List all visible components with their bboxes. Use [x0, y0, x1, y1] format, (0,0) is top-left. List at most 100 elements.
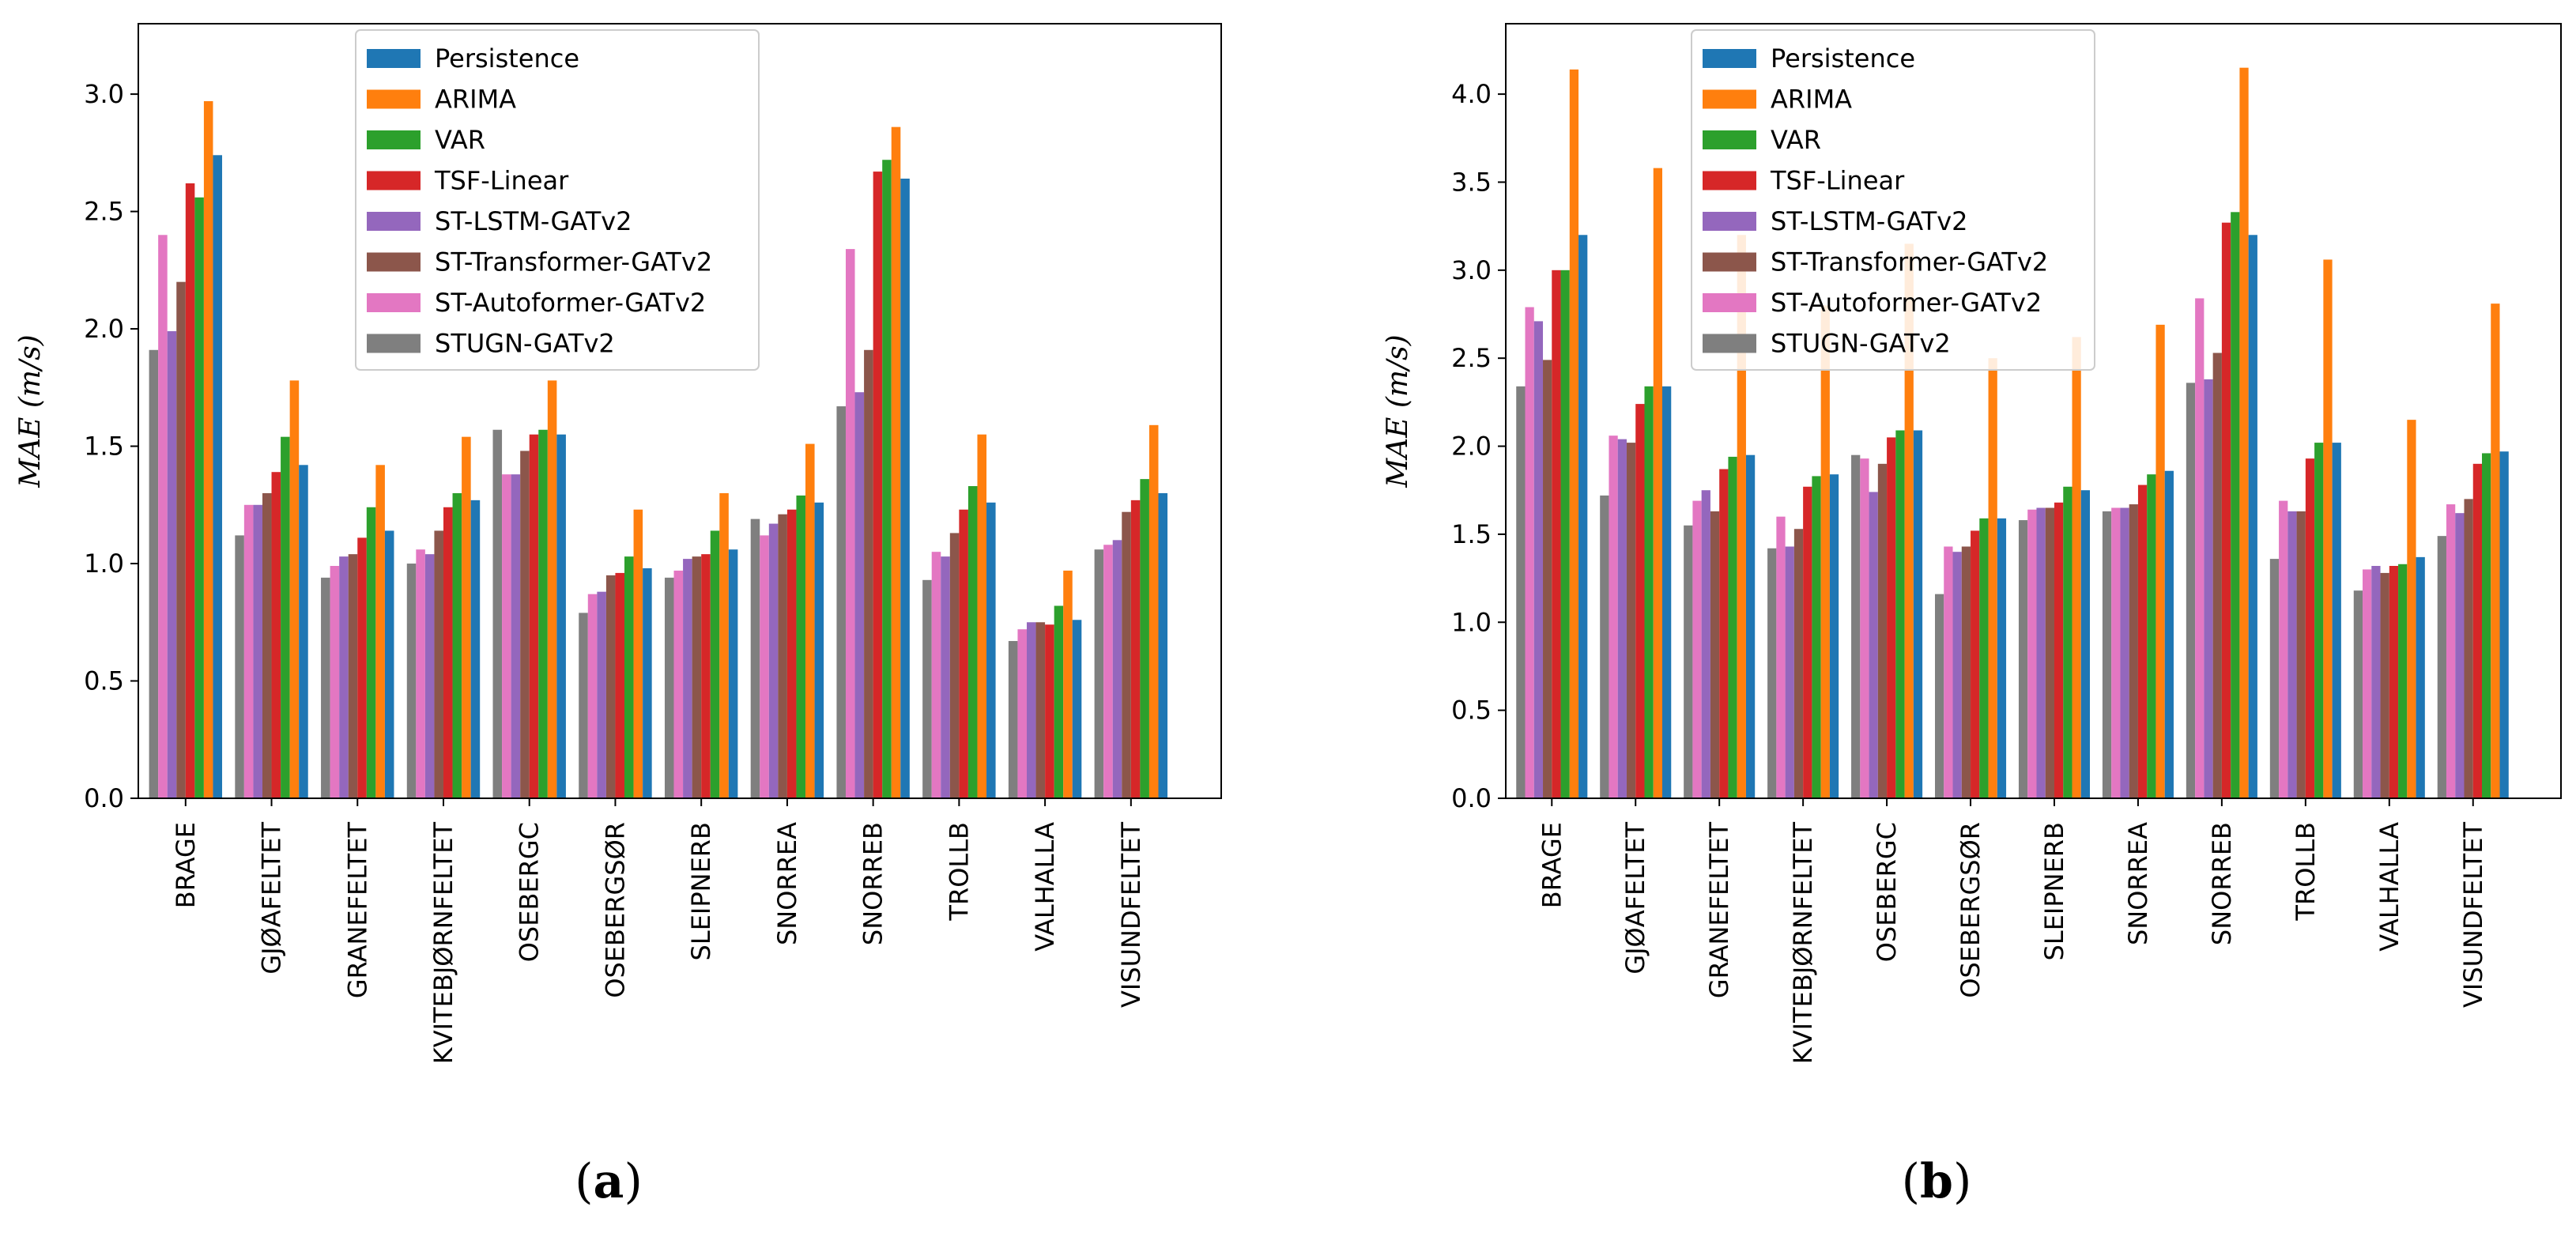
bar-persistence-3 — [470, 500, 481, 798]
y-tick-label: 2.0 — [84, 314, 124, 344]
bar-st-autoformer-gatv2-1 — [1609, 436, 1618, 798]
bar-persistence-7 — [2164, 470, 2174, 798]
y-axis-label: MAE (m/s) — [1382, 334, 1414, 488]
bar-arima-3 — [462, 436, 471, 798]
bar-st-transformer-gatv2-2 — [348, 554, 358, 798]
legend-box — [1691, 29, 2095, 371]
y-tick-label: 2.0 — [1451, 432, 1492, 462]
bar-st-lstm-gatv2-10 — [2371, 566, 2381, 798]
bar-stugn-gatv2-9 — [2269, 559, 2280, 798]
bar-stugn-gatv2-7 — [2102, 511, 2112, 798]
bar-st-lstm-gatv2-8 — [854, 392, 865, 798]
bar-stugn-gatv2-1 — [235, 535, 244, 798]
bar-tsf-linear-10 — [1045, 624, 1054, 798]
bar-var-6 — [2063, 486, 2072, 798]
bar-st-transformer-gatv2-6 — [2045, 507, 2054, 798]
bar-tsf-linear-7 — [786, 509, 797, 798]
bar-st-lstm-gatv2-11 — [2455, 513, 2465, 798]
bar-tsf-linear-10 — [2389, 566, 2399, 798]
bar-stugn-gatv2-0 — [1516, 386, 1526, 798]
bar-arima-2 — [375, 465, 385, 798]
bar-stugn-gatv2-5 — [579, 613, 588, 798]
bar-var-10 — [1054, 605, 1064, 798]
bar-st-transformer-gatv2-0 — [176, 281, 186, 798]
y-axis-label: MAE (m/s) — [14, 334, 47, 488]
bar-stugn-gatv2-1 — [1600, 495, 1609, 798]
bar-st-transformer-gatv2-8 — [2212, 353, 2222, 798]
bar-arima-2 — [1737, 235, 1746, 798]
panel-caption: (a) — [575, 1154, 643, 1209]
bar-arima-1 — [289, 380, 300, 798]
bar-var-8 — [2231, 212, 2240, 798]
bar-st-autoformer-gatv2-3 — [1776, 516, 1786, 798]
bar-persistence-5 — [643, 567, 652, 798]
bar-tsf-linear-9 — [2305, 458, 2315, 798]
legend-entry: ST-Transformer-GATv2 — [1771, 247, 2048, 277]
x-tick-label: VISUNDFELTET — [2458, 822, 2488, 1008]
y-tick-label: 3.5 — [1451, 167, 1492, 197]
legend-swatch — [367, 49, 421, 68]
bar-var-7 — [2147, 474, 2156, 798]
bar-stugn-gatv2-3 — [1767, 548, 1777, 798]
bar-persistence-7 — [814, 502, 824, 798]
bar-var-9 — [2314, 443, 2324, 798]
bar-st-transformer-gatv2-11 — [2464, 499, 2473, 798]
legend-swatch — [367, 171, 421, 190]
bar-stugn-gatv2-8 — [836, 406, 846, 798]
bar-st-autoformer-gatv2-4 — [502, 474, 511, 798]
bar-st-autoformer-gatv2-9 — [2279, 500, 2288, 798]
legend-entry: ST-Autoformer-GATv2 — [1771, 288, 2042, 318]
bar-persistence-5 — [1997, 518, 2007, 798]
bar-st-transformer-gatv2-10 — [2380, 572, 2389, 798]
bar-st-transformer-gatv2-3 — [434, 530, 443, 798]
y-tick-label: 2.5 — [1451, 343, 1492, 373]
bar-st-lstm-gatv2-2 — [339, 556, 349, 798]
bar-arima-7 — [2155, 324, 2165, 798]
bar-arima-7 — [805, 443, 815, 798]
bar-tsf-linear-4 — [1887, 437, 1896, 798]
legend-swatch — [1703, 212, 1756, 231]
legend-entry: Persistence — [435, 43, 579, 74]
bar-arima-6 — [2072, 337, 2081, 798]
bar-arima-3 — [1820, 305, 1830, 798]
bar-arima-8 — [2239, 67, 2249, 799]
bar-tsf-linear-9 — [959, 509, 968, 798]
legend-entry: ST-Autoformer-GATv2 — [435, 288, 706, 318]
bar-stugn-gatv2-9 — [922, 579, 932, 798]
bar-var-1 — [1644, 386, 1654, 798]
bar-tsf-linear-11 — [1130, 500, 1141, 798]
bar-stugn-gatv2-8 — [2186, 383, 2196, 798]
bar-arima-5 — [1988, 358, 1997, 798]
bar-arima-10 — [1063, 570, 1073, 798]
bar-st-transformer-gatv2-10 — [1035, 622, 1046, 798]
legend-entry: STUGN-GATv2 — [435, 329, 615, 359]
x-tick-label: SNORREA — [2123, 822, 2153, 945]
bar-tsf-linear-4 — [529, 434, 539, 798]
legend-entry: VAR — [435, 125, 485, 155]
legend-swatch — [1703, 293, 1756, 312]
x-tick-label: VISUNDFELTET — [1116, 822, 1146, 1008]
bar-st-lstm-gatv2-3 — [1785, 546, 1794, 798]
y-tick-label: 0.5 — [1451, 696, 1492, 726]
bar-var-9 — [967, 486, 978, 798]
bar-st-lstm-gatv2-6 — [2036, 507, 2046, 798]
x-tick-label: GRANEFELTET — [1704, 822, 1734, 999]
bar-st-lstm-gatv2-2 — [1701, 490, 1710, 798]
bar-st-lstm-gatv2-0 — [1533, 321, 1544, 798]
bar-stugn-gatv2-7 — [750, 518, 760, 798]
bar-st-autoformer-gatv2-3 — [416, 549, 425, 798]
bar-var-6 — [710, 530, 720, 798]
bar-st-transformer-gatv2-7 — [778, 514, 787, 798]
bar-tsf-linear-7 — [2137, 485, 2148, 798]
legend-entry: ARIMA — [435, 85, 516, 115]
x-tick-label: GJØAFELTET — [257, 822, 287, 975]
legend-swatch — [367, 334, 421, 353]
bar-stugn-gatv2-11 — [2437, 536, 2446, 798]
bar-persistence-11 — [1158, 492, 1168, 798]
panel-caption-letter: b — [1920, 1154, 1953, 1209]
plot-frame — [138, 23, 1222, 799]
x-tick-label: SNORREA — [772, 822, 802, 945]
bar-st-lstm-gatv2-9 — [941, 556, 950, 798]
x-tick-label: GRANEFELTET — [342, 822, 372, 999]
